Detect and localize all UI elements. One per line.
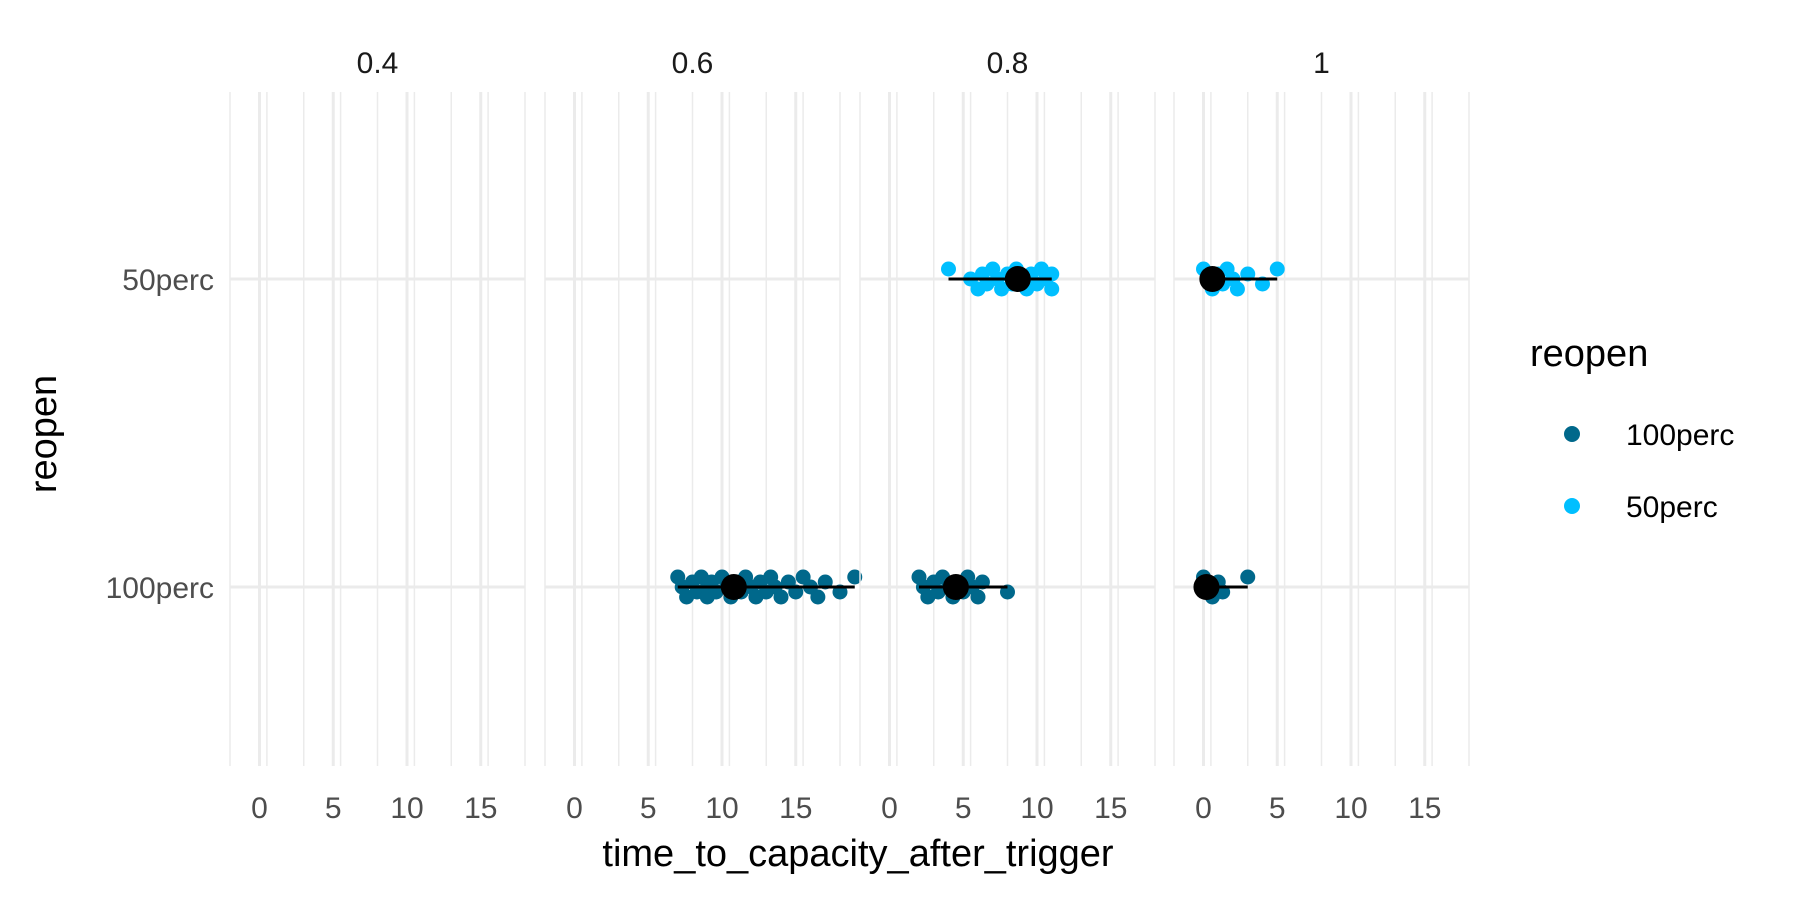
x-tick-label: 5 [325, 792, 342, 825]
legend: reopen 100perc 50perc [1530, 333, 1734, 524]
data-point-50perc [941, 261, 956, 277]
x-tick-label: 0 [251, 792, 268, 825]
x-tick-label: 15 [1094, 792, 1127, 825]
data-point-50perc [1229, 281, 1245, 297]
panel-0-6: 0 5 10 15 0.6 [544, 47, 863, 825]
x-tick-label: 5 [955, 792, 972, 825]
mean-point [720, 574, 747, 600]
facet-strip-label: 0.6 [672, 47, 714, 80]
legend-label-100perc: 100perc [1626, 419, 1734, 452]
panel-0-8: 0 5 10 15 0.8 [859, 47, 1156, 825]
x-tick-label: 5 [640, 792, 657, 825]
data-point-50perc [1269, 261, 1285, 277]
x-tick-label: 0 [566, 792, 583, 825]
x-tick-label: 10 [705, 792, 738, 825]
x-tick-label: 10 [1334, 792, 1367, 825]
x-tick-label: 15 [779, 792, 812, 825]
data-point-100perc [970, 589, 986, 605]
legend-items: 100perc 50perc [1564, 419, 1734, 524]
x-axis-title: time_to_capacity_after_trigger [602, 833, 1114, 875]
facet-strip-label: 0.8 [987, 47, 1029, 80]
x-tick-label: 0 [1195, 792, 1212, 825]
legend-title: reopen [1530, 333, 1648, 375]
x-tick-label: 0 [881, 792, 898, 825]
mean-point [1199, 266, 1226, 292]
mean-point [1193, 574, 1220, 600]
y-tick-label-50perc: 50perc [122, 264, 214, 297]
mean-point [1004, 266, 1031, 292]
data-point-100perc [847, 569, 863, 585]
x-tick-label: 10 [390, 792, 423, 825]
legend-key-50perc [1564, 498, 1580, 514]
data-point-50perc [1044, 281, 1060, 297]
y-axis-title: reopen [23, 375, 65, 493]
x-tick-label: 5 [1269, 792, 1286, 825]
data-point-100perc [810, 589, 826, 605]
panel-1: 0 5 10 15 1 [1173, 47, 1470, 825]
x-tick-label: 15 [464, 792, 497, 825]
data-point-100perc [1240, 569, 1256, 585]
x-tick-label: 10 [1020, 792, 1053, 825]
mean-point [942, 574, 969, 600]
y-tick-label-100perc: 100perc [106, 572, 214, 605]
facet-strip-label: 0.4 [357, 47, 399, 80]
legend-label-50perc: 50perc [1626, 491, 1718, 524]
data-point-100perc [773, 589, 789, 605]
panel-0-4: 0 5 10 15 0.4 [229, 47, 526, 825]
legend-key-100perc [1564, 426, 1580, 442]
facet-strip-label: 1 [1313, 47, 1330, 80]
x-tick-label: 15 [1408, 792, 1441, 825]
